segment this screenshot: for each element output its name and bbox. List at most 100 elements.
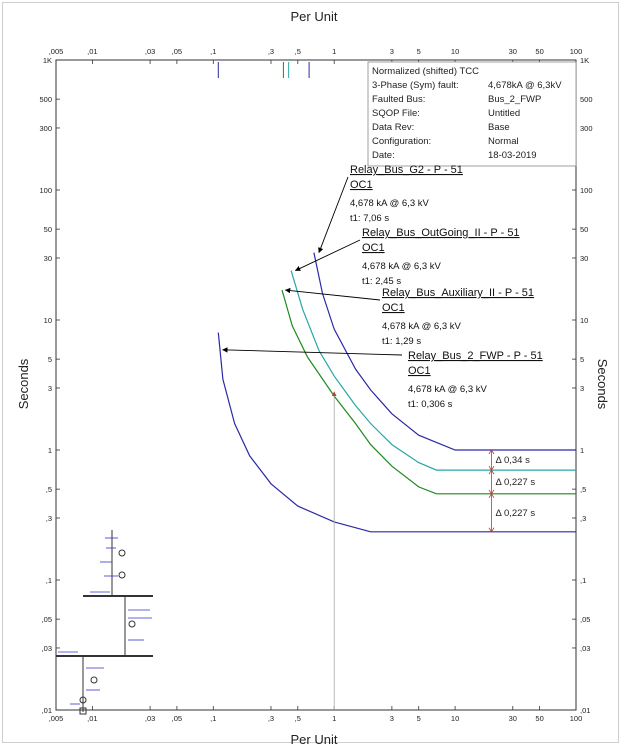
y-tick-label-right: 500 (580, 95, 593, 104)
y-tick-label-right: ,01 (580, 706, 590, 715)
relay-label-element: OC1 (350, 179, 373, 191)
delta-arrow-down (488, 527, 495, 533)
delta-arrow-up (488, 449, 495, 455)
y-tick-label-right: 3 (580, 384, 584, 393)
relay-label-time: t1: 1,29 s (382, 336, 421, 347)
delta-label: Δ 0,34 s (495, 455, 530, 466)
y-tick-label-right: 1 (580, 446, 584, 455)
x-tick-label-bottom: ,01 (87, 714, 97, 723)
y-tick-label-left: ,03 (42, 644, 52, 653)
x-tick-label-top: ,1 (210, 47, 216, 56)
generator-symbol (79, 707, 87, 715)
info-box-value: Normal (488, 136, 519, 147)
delta-arrow-up (488, 469, 495, 475)
relay-label-time: t1: 7,06 s (350, 213, 389, 224)
info-box-value: 4,678kA @ 6,3kV (488, 80, 562, 91)
x-tick-label-top: 100 (570, 47, 583, 56)
x-tick-label-top: 50 (535, 47, 543, 56)
x-tick-label-bottom: ,05 (172, 714, 182, 723)
info-box-key: SQOP File: (372, 108, 420, 119)
y-tick-label-right: ,03 (580, 644, 590, 653)
y-tick-label-left: ,05 (42, 615, 52, 624)
x-tick-label-bottom: ,03 (145, 714, 155, 723)
x-tick-label-top: 1 (332, 47, 336, 56)
y-tick-label-left: ,3 (46, 514, 52, 523)
relay-curves (217, 252, 576, 710)
relay-label-title: Relay_Bus_G2 - P - 51 (350, 164, 463, 176)
y-tick-label-right: ,1 (580, 576, 586, 585)
info-box-key: 3-Phase (Sym) fault: (372, 80, 459, 91)
relay-label-arrow (318, 176, 349, 254)
y-tick-label-left: 1K (43, 56, 52, 65)
breaker-symbol (79, 696, 87, 704)
relay-label-current: 4,678 kA @ 6,3 kV (382, 321, 461, 332)
x-tick-label-bottom: 5 (417, 714, 421, 723)
y-tick-label-left: 500 (39, 95, 52, 104)
x-tick-label-top: 3 (390, 47, 394, 56)
info-box-key: Data Rev: (372, 122, 414, 133)
y-tick-label-right: 300 (580, 124, 593, 133)
relay-label-time: t1: 0,306 s (408, 399, 453, 410)
y-tick-label-left: 100 (39, 186, 52, 195)
breaker-symbol (118, 571, 126, 579)
info-box-key: Configuration: (372, 136, 431, 147)
x-tick-label-top: 5 (417, 47, 421, 56)
relay-curve (290, 270, 576, 471)
info-box-value: 18-03-2019 (488, 150, 537, 161)
x-tick-label-bottom: ,005 (49, 714, 64, 723)
x-tick-label-bottom: 3 (390, 714, 394, 723)
delta-markers: Δ 0,34 s Δ 0,227 s Δ 0,227 s (488, 449, 535, 533)
relay-label-arrow (294, 239, 361, 271)
y-tick-label-left: ,1 (46, 576, 52, 585)
info-box-key: Date: (372, 150, 395, 161)
breaker-symbol (90, 676, 98, 684)
x-tick-label-bottom: 1 (332, 714, 336, 723)
relay-label-current: 4,678 kA @ 6,3 kV (408, 384, 487, 395)
x-tick-label-top: ,5 (295, 47, 301, 56)
x-tick-label-top: ,3 (268, 47, 274, 56)
x-tick-label-bottom: 30 (509, 714, 517, 723)
x-tick-label-bottom: ,3 (268, 714, 274, 723)
info-box-value: Bus_2_FWP (488, 94, 541, 105)
y-tick-label-left: 30 (44, 254, 52, 263)
y-tick-label-left: 50 (44, 225, 52, 234)
delta-arrow-up (488, 493, 495, 499)
info-box-frame (367, 61, 577, 167)
y-tick-label-right: ,5 (580, 485, 586, 494)
y-tick-label-right: 5 (580, 355, 584, 364)
relay-label-arrow (222, 347, 403, 356)
relay-label-current: 4,678 kA @ 6,3 kV (350, 198, 429, 209)
relay-label-current: 4,678 kA @ 6,3 kV (362, 261, 441, 272)
relay-label-element: OC1 (382, 302, 405, 314)
relay-curve (313, 252, 576, 451)
relay-label-title: Relay_Bus_Auxiliary_II - P - 51 (382, 287, 534, 299)
y-tick-label-right: 100 (580, 186, 593, 195)
y-tick-label-left: 3 (48, 384, 52, 393)
x-tick-label-top: 30 (509, 47, 517, 56)
single-line-diagram (56, 530, 153, 715)
relay-label-element: OC1 (362, 242, 385, 254)
y-tick-label-left: 5 (48, 355, 52, 364)
y-tick-label-left: 1 (48, 446, 52, 455)
x-tick-label-bottom: 10 (451, 714, 459, 723)
info-box-key: Normalized (shifted) TCC (372, 66, 479, 77)
x-tick-label-bottom: 100 (570, 714, 583, 723)
delta-label: Δ 0,227 s (495, 508, 535, 519)
relay-labels: Relay_Bus_G2 - P - 51 OC1 4,678 kA @ 6,3 k… (222, 164, 543, 410)
relay-curve (281, 289, 576, 495)
y-tick-label-left: ,5 (46, 485, 52, 494)
relay-curve (217, 332, 576, 533)
y-tick-label-right: 10 (580, 316, 588, 325)
y-tick-label-right: 50 (580, 225, 588, 234)
info-box-value: Base (488, 122, 510, 133)
x-tick-label-top: ,005 (49, 47, 64, 56)
info-box-key: Faulted Bus: (372, 94, 425, 105)
plot-area (55, 59, 577, 711)
x-tick-label-bottom: ,1 (210, 714, 216, 723)
info-box: Normalized (shifted) TCC 3-Phase (Sym) fa… (217, 61, 577, 167)
x-axis-title-top: Per Unit (291, 9, 338, 24)
x-tick-label-bottom: 50 (535, 714, 543, 723)
y-tick-label-left: ,01 (42, 706, 52, 715)
